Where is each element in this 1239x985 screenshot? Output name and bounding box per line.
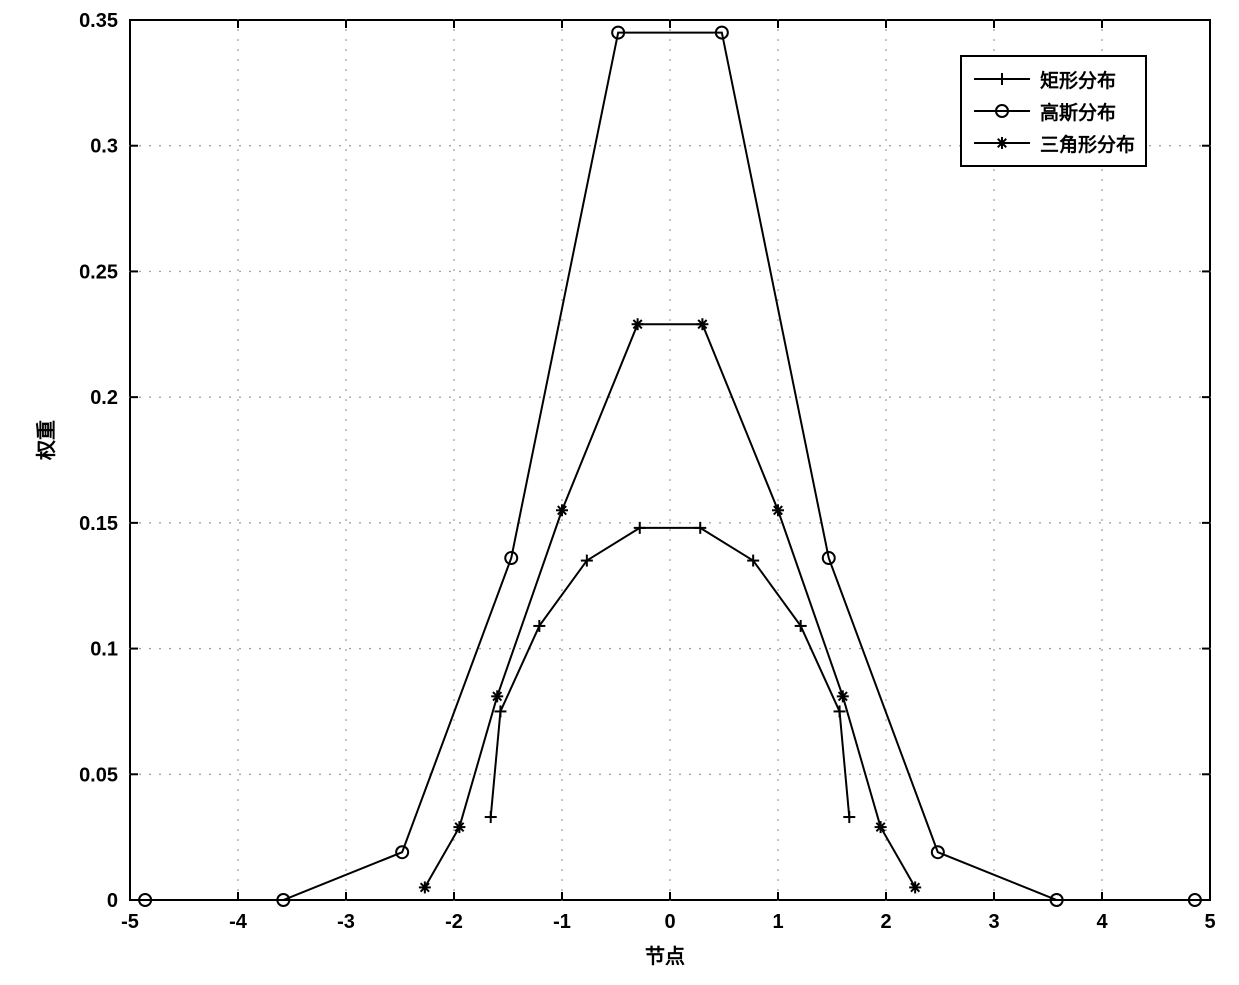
- svg-text:1: 1: [772, 911, 783, 933]
- svg-text:0.25: 0.25: [79, 261, 118, 283]
- svg-text:2: 2: [880, 911, 891, 933]
- legend-label: 矩形分布: [1040, 66, 1116, 93]
- svg-text:3: 3: [988, 911, 999, 933]
- svg-text:-5: -5: [121, 911, 139, 933]
- legend-item-triangular: 三角形分布: [972, 127, 1135, 159]
- svg-text:0.2: 0.2: [90, 387, 118, 409]
- svg-text:0.15: 0.15: [79, 513, 118, 535]
- legend-label: 三角形分布: [1040, 130, 1135, 157]
- legend-item-gaussian: 高斯分布: [972, 95, 1135, 127]
- svg-text:0.05: 0.05: [79, 764, 118, 786]
- svg-text:0.1: 0.1: [90, 639, 118, 661]
- svg-text:-1: -1: [553, 911, 571, 933]
- svg-text:0.3: 0.3: [90, 136, 118, 158]
- legend-item-rectangular: 矩形分布: [972, 63, 1135, 95]
- series-rectangular: [485, 522, 856, 823]
- svg-text:4: 4: [1096, 911, 1108, 933]
- legend-label: 高斯分布: [1040, 98, 1116, 125]
- svg-text:5: 5: [1204, 911, 1215, 933]
- svg-text:0.35: 0.35: [79, 10, 118, 32]
- chart-container: -5 -4 -3 -2 -1 0 1 2 3 4 5 0 0.05 0.1 0.15 0.2 0.25 0.3 0.…: [0, 0, 1239, 985]
- svg-text:-2: -2: [445, 911, 463, 933]
- legend-box: 矩形分布高斯分布三角形分布: [960, 55, 1147, 167]
- svg-text:0: 0: [107, 890, 118, 912]
- svg-text:0: 0: [664, 911, 675, 933]
- svg-text:-3: -3: [337, 911, 355, 933]
- y-axis-label: 权重: [30, 420, 59, 460]
- x-axis-label: 节点: [645, 940, 685, 969]
- svg-text:-4: -4: [229, 911, 248, 933]
